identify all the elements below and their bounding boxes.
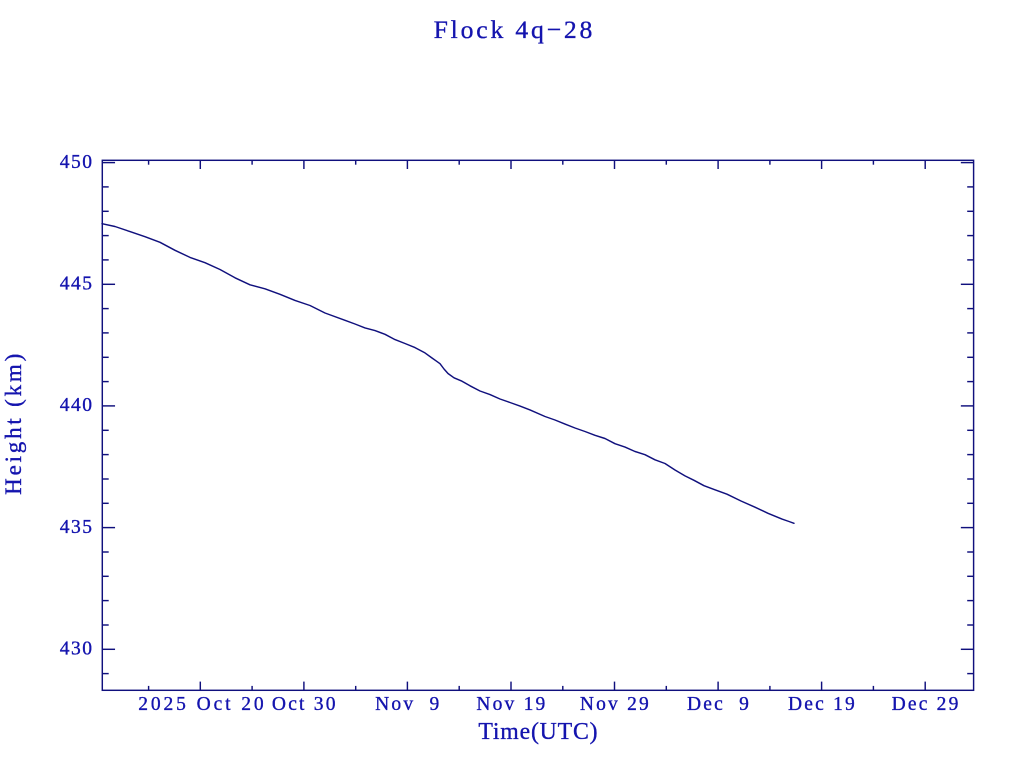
svg-text:Nov 9: Nov 9 bbox=[375, 694, 441, 715]
svg-text:Dec 19: Dec 19 bbox=[788, 694, 857, 715]
svg-text:430: 430 bbox=[60, 639, 94, 660]
svg-text:Time(UTC): Time(UTC) bbox=[478, 719, 598, 745]
svg-text:2025 Oct 20: 2025 Oct 20 bbox=[138, 694, 266, 715]
svg-text:Flock 4q−28: Flock 4q−28 bbox=[434, 15, 596, 44]
svg-text:Nov 29: Nov 29 bbox=[580, 694, 651, 715]
svg-text:Nov 19: Nov 19 bbox=[476, 694, 547, 715]
svg-text:450: 450 bbox=[60, 152, 94, 173]
svg-text:435: 435 bbox=[60, 517, 94, 538]
svg-text:440: 440 bbox=[60, 395, 94, 416]
svg-text:445: 445 bbox=[60, 274, 94, 295]
svg-text:Dec 9: Dec 9 bbox=[687, 694, 751, 715]
svg-text:Oct 30: Oct 30 bbox=[272, 694, 338, 715]
svg-text:Dec 29: Dec 29 bbox=[892, 694, 961, 715]
svg-text:Height (km): Height (km) bbox=[1, 351, 26, 495]
